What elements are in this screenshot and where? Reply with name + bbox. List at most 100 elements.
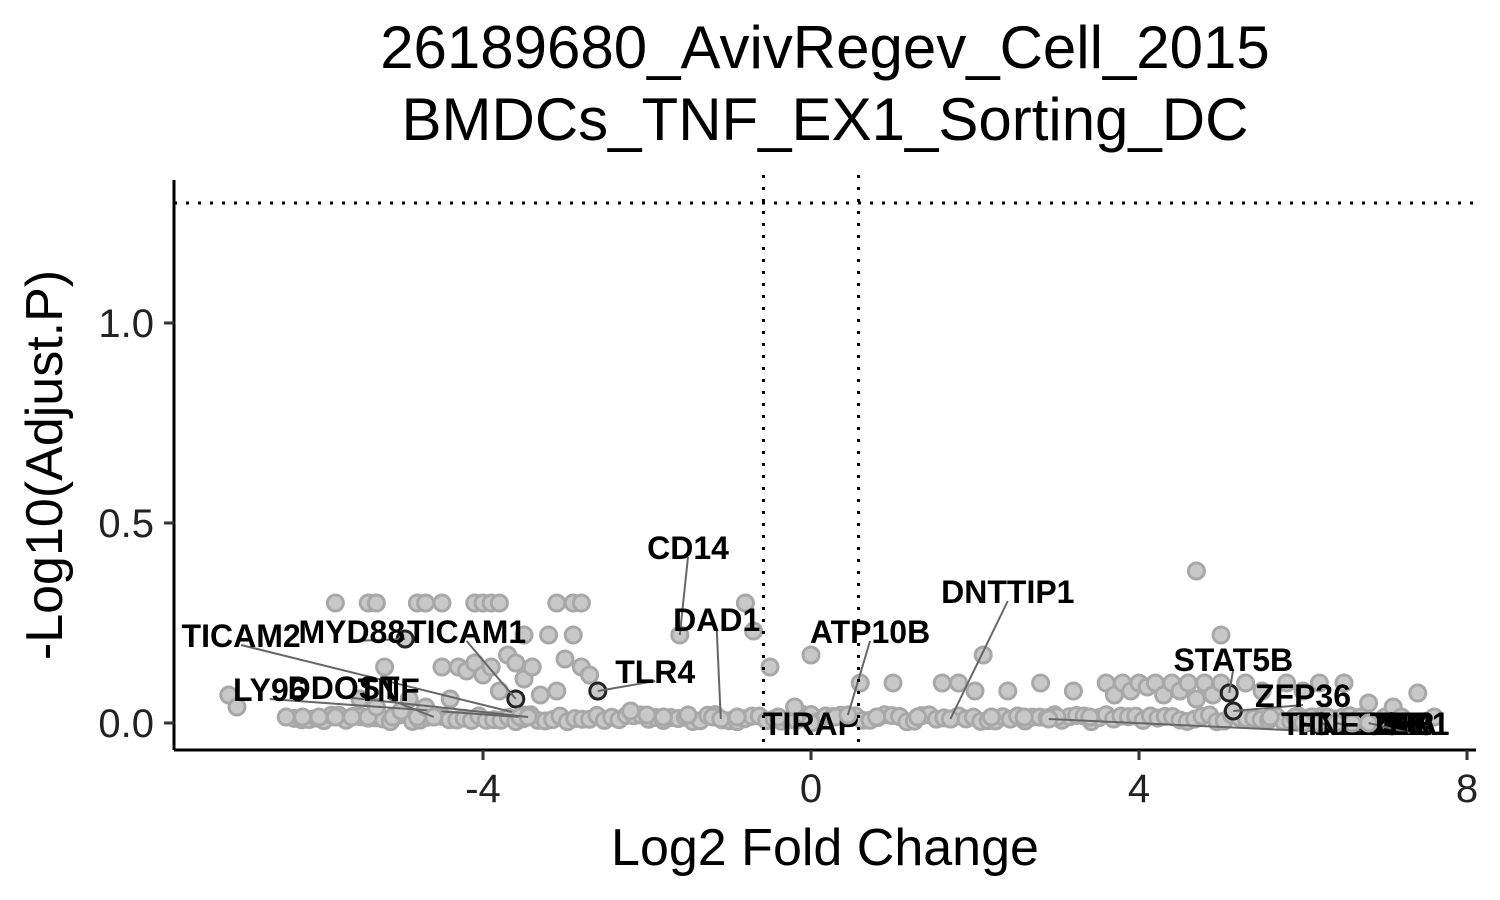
data-point: [1408, 683, 1428, 703]
data-point: [768, 707, 788, 727]
data-point: [1236, 673, 1256, 693]
gene-leader-line: [1368, 722, 1410, 734]
data-point: [1260, 707, 1280, 727]
data-point: [481, 657, 501, 677]
data-point: [1277, 673, 1297, 693]
axes: -4 0 4 8 0.0 0.5 1.0: [98, 180, 1478, 811]
chart-title-line-2: BMDCs_TNF_EX1_Sorting_DC: [402, 86, 1249, 153]
data-point: [801, 645, 821, 665]
data-point: [965, 681, 985, 701]
data-point: [932, 673, 952, 693]
gene-leader-line: [597, 680, 656, 692]
gene-leader-line: [1228, 668, 1235, 694]
data-point: [1391, 707, 1411, 727]
data-point: [293, 707, 313, 727]
data-point: [580, 665, 600, 685]
gene-label: ATP10B: [810, 614, 930, 650]
data-point: [342, 707, 362, 727]
gene-label: TNF: [358, 672, 420, 708]
data-point: [366, 593, 386, 613]
gene-leader-line: [343, 696, 529, 718]
gene-leader-line: [269, 698, 520, 718]
data-point: [1014, 707, 1034, 727]
data-point: [547, 593, 567, 613]
data-point: [571, 593, 591, 613]
gene-label: CD14: [647, 530, 729, 566]
data-point: [637, 705, 657, 725]
data-point: [514, 625, 534, 645]
data-point: [1186, 689, 1206, 709]
data-point: [867, 707, 887, 727]
data-point: [1334, 673, 1354, 693]
gene-leader-line: [465, 640, 517, 700]
data-point: [785, 697, 805, 717]
data-point: [1293, 681, 1313, 701]
y-tick-label: 0.5: [98, 502, 154, 546]
background-points: [219, 561, 1444, 727]
gene-label: DNTTIP1: [941, 574, 1074, 610]
data-point: [1063, 681, 1083, 701]
data-point: [547, 681, 567, 701]
gene-leader-line: [678, 556, 689, 636]
data-point: [563, 625, 583, 645]
data-point: [949, 673, 969, 693]
y-tick-label: 0.0: [98, 702, 154, 746]
data-point: [1252, 681, 1272, 701]
y-axis-title: -Log10(Adjust.P): [16, 270, 74, 660]
gene-label: TICAM2: [182, 618, 301, 654]
x-tick-label: 0: [800, 767, 822, 811]
data-point: [555, 649, 575, 669]
gene-point: [801, 713, 821, 733]
gene-label: TICAM1: [407, 614, 526, 650]
x-tick-label: 8: [1456, 767, 1478, 811]
data-point: [735, 593, 755, 613]
data-point: [883, 673, 903, 693]
data-point: [325, 593, 345, 613]
data-point: [1080, 707, 1100, 727]
data-point: [375, 657, 395, 677]
data-point: [998, 681, 1018, 701]
data-point: [530, 685, 550, 705]
data-point: [744, 621, 764, 641]
gene-label: TLR1: [1370, 706, 1450, 742]
data-point: [325, 707, 345, 727]
gene-leader-line: [715, 628, 722, 720]
gene-label: DDOST: [288, 670, 400, 706]
data-point: [908, 707, 928, 727]
data-point: [1211, 625, 1231, 645]
data-point: [727, 707, 747, 727]
gene-label: STAT5B: [1173, 642, 1293, 678]
gene-leader-line: [949, 600, 1009, 720]
data-point: [276, 707, 296, 727]
x-axis-title: Log2 Fold Change: [611, 819, 1039, 877]
data-point: [506, 653, 526, 673]
y-tick-label: 1.0: [98, 302, 154, 346]
data-point: [1186, 561, 1206, 581]
chart-title: 26189680_AvivRegev_Cell_2015 BMDCs_TNF_E…: [380, 14, 1270, 153]
gene-leader-line: [240, 644, 525, 716]
data-point: [522, 657, 542, 677]
data-point: [850, 673, 870, 693]
gene-label: LY96: [233, 672, 307, 708]
data-point: [539, 625, 559, 645]
gene-label: ZFP36: [1255, 678, 1351, 714]
gene-leader-line: [1233, 704, 1304, 712]
data-point: [309, 707, 329, 727]
gene-leader-line: [846, 640, 871, 716]
data-point: [1359, 693, 1379, 713]
data-point: [432, 593, 452, 613]
data-point: [1031, 673, 1051, 693]
data-point: [432, 657, 452, 677]
gene-leader-line: [388, 698, 435, 718]
data-point: [981, 707, 1001, 727]
gene-label: MYD88: [298, 614, 405, 650]
data-point: [1309, 673, 1329, 693]
data-point: [416, 593, 436, 613]
data-point: [678, 705, 698, 725]
data-point: [1424, 707, 1444, 727]
gene-label: TLR4: [615, 654, 695, 690]
data-point: [489, 681, 509, 701]
